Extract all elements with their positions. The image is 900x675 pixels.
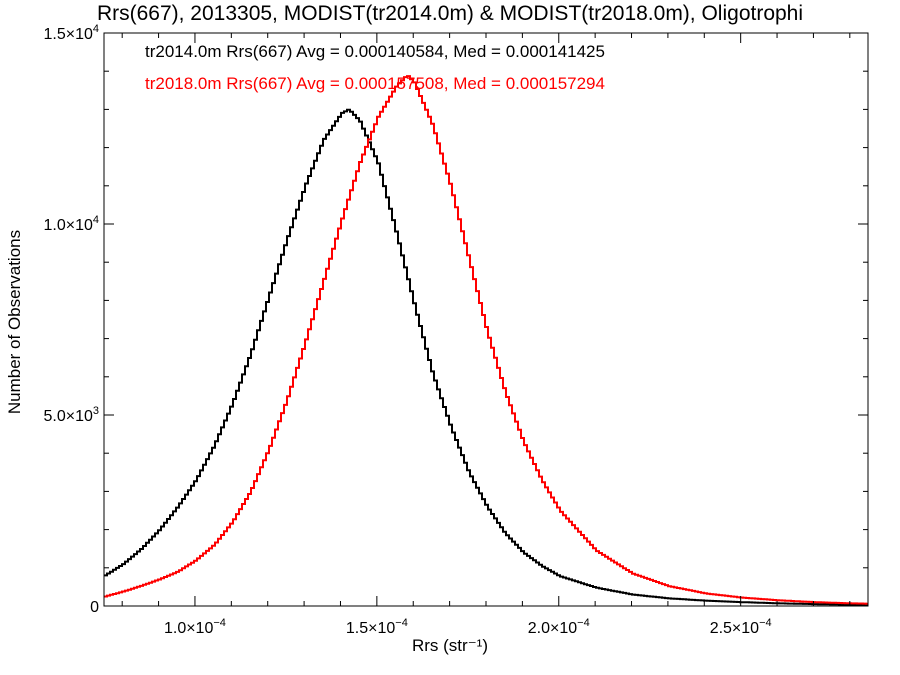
- x-axis-label: Rrs (str⁻¹): [411, 636, 488, 655]
- legend-entry-red: tr2018.0m Rrs(667) Avg = 0.000157508, Me…: [145, 74, 605, 93]
- y-tick-label: 5.0×103: [43, 405, 99, 425]
- x-tick-label: 1.0×10−4: [164, 617, 226, 637]
- x-tick-label: 2.5×10−4: [710, 617, 772, 637]
- legend-entry-black: tr2014.0m Rrs(667) Avg = 0.000140584, Me…: [145, 42, 605, 61]
- series-line-1: [104, 75, 868, 605]
- x-tick-label: 1.5×10−4: [346, 617, 408, 637]
- y-tick-label: 1.5×104: [43, 23, 99, 43]
- y-tick-label: 0: [90, 599, 99, 616]
- y-tick-label: 1.0×104: [43, 214, 99, 234]
- chart-title: Rrs(667), 2013305, MODIST(tr2014.0m) & M…: [96, 2, 804, 25]
- x-tick-label: 2.0×10−4: [528, 617, 590, 637]
- y-axis-label: Number of Observations: [5, 229, 24, 415]
- series-line-0: [104, 108, 868, 606]
